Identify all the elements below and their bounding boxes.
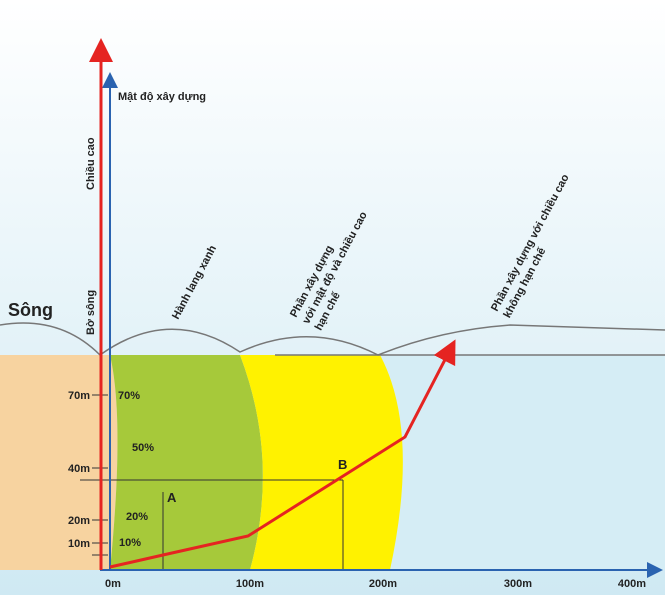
restricted-zone	[240, 355, 403, 570]
density-label: 20%	[126, 511, 148, 523]
riverbank-zone	[0, 355, 118, 570]
point-label: B	[338, 457, 347, 472]
height-limit-line	[109, 339, 456, 569]
height-tick: 40m	[68, 463, 90, 475]
terrain-line	[0, 322, 665, 356]
height-axis-label: Chiều cao	[85, 137, 97, 190]
density-label: 70%	[118, 390, 140, 402]
distance-tick: 300m	[504, 578, 532, 590]
green-corridor-zone	[110, 355, 263, 570]
riverbank-label: Bờ sông	[85, 290, 97, 335]
height-tick: 10m	[68, 538, 90, 550]
distance-tick: 400m	[618, 578, 646, 590]
density-label: 50%	[132, 442, 154, 454]
distance-tick: 100m	[236, 578, 264, 590]
distance-tick: 200m	[369, 578, 397, 590]
density-label: 10%	[119, 537, 141, 549]
height-tick: 20m	[68, 515, 90, 527]
point-label: A	[167, 490, 177, 505]
river-label: Sông	[8, 300, 53, 320]
density-axis-label: Mật độ xây dựng	[118, 91, 206, 103]
height-tick: 70m	[68, 390, 90, 402]
distance-tick: 0m	[105, 578, 121, 590]
